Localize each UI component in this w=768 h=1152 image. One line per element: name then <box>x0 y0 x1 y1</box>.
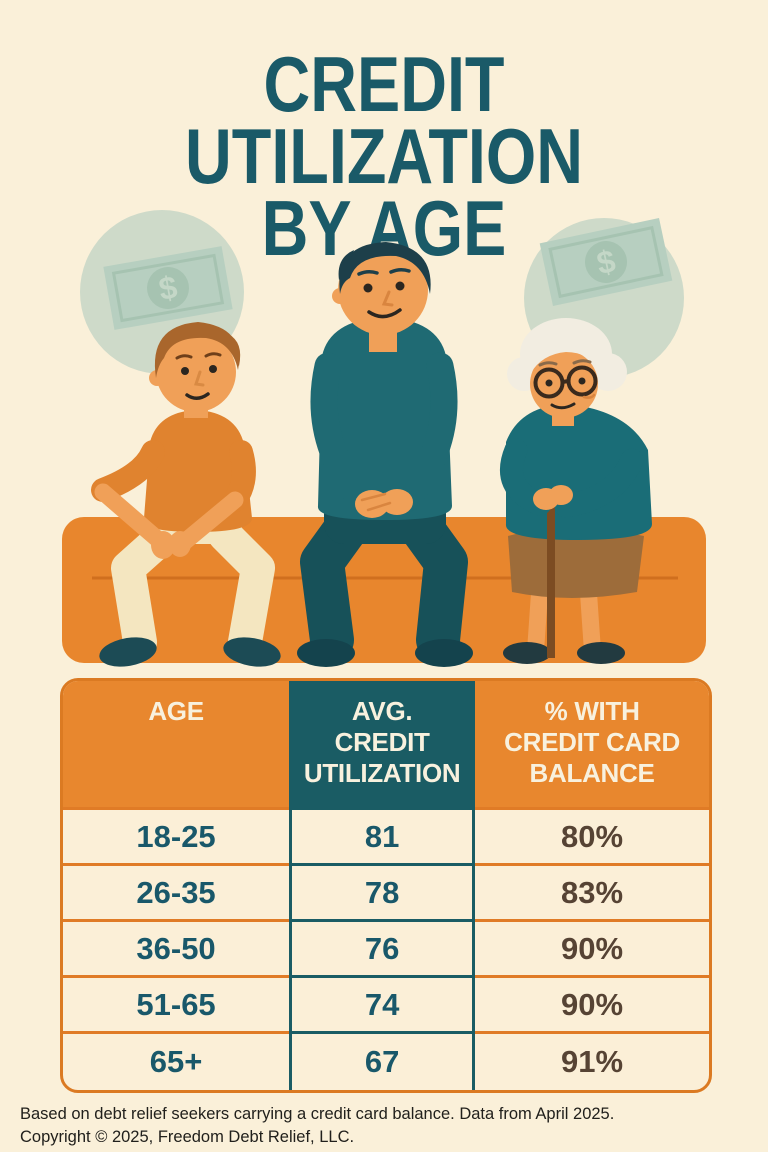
table-row: 26-35 78 83% <box>63 866 709 922</box>
percent-cell: 90% <box>475 978 709 1034</box>
page-title: CREDIT UTILIZATION BY AGE <box>185 40 583 272</box>
percent-cell: 80% <box>475 810 709 866</box>
header-cell-age: AGE <box>63 681 290 810</box>
percent-cell: 90% <box>475 922 709 978</box>
age-cell: 51-65 <box>63 978 290 1034</box>
footer: Based on debt relief seekers carrying a … <box>20 1103 754 1149</box>
percent-cell: 83% <box>475 866 709 922</box>
bench-illustration: $ $ <box>62 210 706 667</box>
table-row: 51-65 74 90% <box>63 978 709 1034</box>
table-header-row: AGE AVG. CREDIT UTILIZATION % WITH CREDIT C… <box>63 681 709 810</box>
utilization-cell: 76 <box>289 922 476 978</box>
age-cell: 36-50 <box>63 922 290 978</box>
dollar-bill-icon: $ <box>539 218 673 306</box>
young-man <box>91 322 281 667</box>
table-row: 65+ 67 91% <box>63 1034 709 1090</box>
utilization-cell: 81 <box>289 810 476 866</box>
header-cell-pct-balance: % WITH CREDIT CARD BALANCE <box>475 681 709 810</box>
dollar-sign: $ <box>156 269 180 308</box>
age-cell: 18-25 <box>63 810 290 866</box>
dollar-bill-icon: $ <box>103 246 233 330</box>
table-row: 18-25 81 80% <box>63 810 709 866</box>
copyright-note: Copyright © 2025, Freedom Debt Relief, L… <box>20 1128 355 1146</box>
percent-cell: 91% <box>561 1044 624 1079</box>
utilization-cell: 67 <box>289 1034 476 1090</box>
header-cell-avg-utilization: AVG. CREDIT UTILIZATION <box>289 681 476 810</box>
elderly-woman <box>500 318 652 664</box>
utilization-cell: 78 <box>289 866 476 922</box>
age-cell: 65+ <box>149 1044 203 1079</box>
credit-utilization-table: AGE AVG. CREDIT UTILIZATION % WITH CREDIT C… <box>60 678 712 1093</box>
table-row: 36-50 76 90% <box>63 922 709 978</box>
middle-aged-man <box>297 242 473 667</box>
age-cell: 26-35 <box>63 866 290 922</box>
source-note: Based on debt relief seekers carrying a … <box>20 1105 615 1123</box>
utilization-cell: 74 <box>289 978 476 1034</box>
